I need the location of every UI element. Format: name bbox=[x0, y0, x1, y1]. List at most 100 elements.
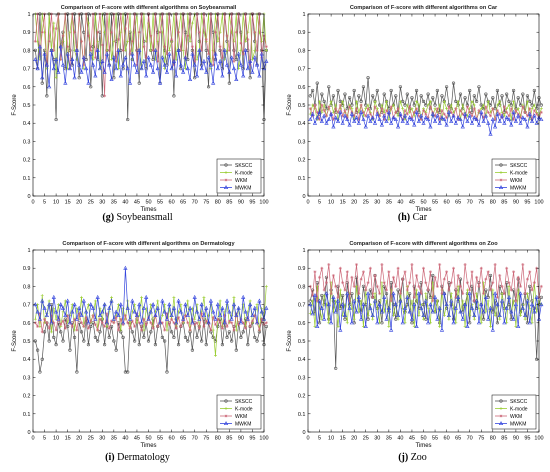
data-point bbox=[255, 303, 259, 307]
data-point bbox=[66, 45, 70, 49]
data-point bbox=[227, 319, 231, 323]
data-point bbox=[68, 348, 72, 352]
y-tick-label: 0.1 bbox=[298, 176, 306, 182]
data-point bbox=[472, 107, 476, 111]
x-tick-label: 70 bbox=[467, 436, 473, 442]
data-point bbox=[202, 324, 206, 328]
data-point bbox=[97, 66, 103, 71]
data-point bbox=[516, 324, 521, 328]
data-point bbox=[495, 295, 499, 299]
data-point bbox=[163, 339, 167, 343]
data-point bbox=[82, 324, 86, 328]
data-point bbox=[384, 292, 389, 296]
data-point bbox=[361, 302, 366, 307]
data-point bbox=[181, 319, 185, 323]
data-point bbox=[409, 117, 415, 122]
data-point bbox=[493, 263, 497, 267]
data-point bbox=[421, 120, 426, 125]
data-point bbox=[257, 73, 262, 78]
x-tick-label: 30 bbox=[374, 436, 380, 442]
data-point bbox=[211, 63, 215, 67]
x-axis-label: Times bbox=[140, 207, 156, 213]
data-point bbox=[160, 335, 164, 339]
data-point bbox=[438, 118, 442, 122]
data-point bbox=[54, 317, 58, 321]
data-point bbox=[465, 105, 469, 109]
data-point bbox=[428, 99, 432, 103]
data-point bbox=[386, 109, 391, 114]
data-point bbox=[110, 30, 114, 34]
x-tick-label: 15 bbox=[340, 200, 346, 206]
data-point bbox=[527, 111, 532, 116]
data-point bbox=[417, 314, 421, 318]
data-point bbox=[90, 305, 96, 310]
y-tick-label: 0 bbox=[302, 194, 305, 200]
data-point bbox=[225, 324, 229, 328]
data-point bbox=[532, 309, 537, 314]
data-point bbox=[493, 314, 497, 318]
data-point bbox=[331, 110, 335, 114]
data-point bbox=[151, 302, 156, 307]
data-point bbox=[345, 270, 349, 274]
data-point bbox=[352, 284, 356, 288]
data-point bbox=[163, 303, 167, 307]
data-point bbox=[324, 281, 328, 285]
data-point bbox=[352, 88, 356, 93]
data-point bbox=[342, 313, 348, 318]
data-point bbox=[215, 302, 220, 307]
data-point bbox=[340, 302, 345, 307]
data-point bbox=[137, 81, 141, 85]
data-point bbox=[315, 324, 320, 328]
data-point bbox=[449, 281, 453, 285]
data-point bbox=[84, 309, 89, 314]
data-point bbox=[67, 66, 73, 71]
data-point bbox=[401, 306, 405, 310]
data-point bbox=[405, 92, 409, 96]
data-point bbox=[440, 94, 444, 98]
data-point bbox=[204, 319, 208, 323]
data-point bbox=[172, 63, 176, 67]
data-point bbox=[162, 62, 167, 67]
data-point bbox=[40, 330, 44, 334]
data-point bbox=[151, 69, 156, 74]
data-point bbox=[521, 303, 525, 307]
data-point bbox=[118, 73, 123, 78]
data-point bbox=[44, 62, 49, 67]
data-point bbox=[361, 110, 365, 114]
data-point bbox=[525, 114, 529, 118]
legend-marker bbox=[224, 407, 228, 410]
data-point bbox=[167, 51, 172, 56]
data-point bbox=[419, 305, 424, 310]
data-point bbox=[130, 310, 134, 314]
data-point bbox=[252, 55, 257, 60]
data-point bbox=[88, 302, 93, 307]
data-point bbox=[149, 303, 153, 307]
legend-marker bbox=[499, 171, 503, 174]
series-line-skscc bbox=[34, 304, 267, 373]
data-point bbox=[239, 48, 243, 52]
data-point bbox=[465, 281, 469, 285]
data-point bbox=[170, 330, 174, 334]
x-tick-label: 15 bbox=[65, 200, 71, 206]
data-point bbox=[133, 339, 137, 343]
legend-marker bbox=[223, 185, 229, 189]
data-point bbox=[398, 99, 402, 103]
data-point bbox=[476, 122, 482, 127]
data-point bbox=[61, 39, 65, 43]
x-tick-label: 45 bbox=[134, 200, 140, 206]
data-point bbox=[334, 107, 338, 111]
data-point bbox=[356, 294, 361, 299]
data-point bbox=[33, 302, 38, 307]
data-point bbox=[66, 324, 70, 329]
data-point bbox=[490, 117, 495, 122]
data-point bbox=[391, 103, 395, 107]
data-point bbox=[498, 273, 502, 277]
data-point bbox=[458, 108, 462, 112]
data-point bbox=[449, 292, 453, 296]
data-point bbox=[139, 320, 144, 325]
data-point bbox=[355, 107, 359, 111]
data-point bbox=[403, 321, 407, 325]
data-point bbox=[114, 348, 118, 352]
data-point bbox=[109, 298, 114, 303]
data-point bbox=[470, 114, 474, 118]
